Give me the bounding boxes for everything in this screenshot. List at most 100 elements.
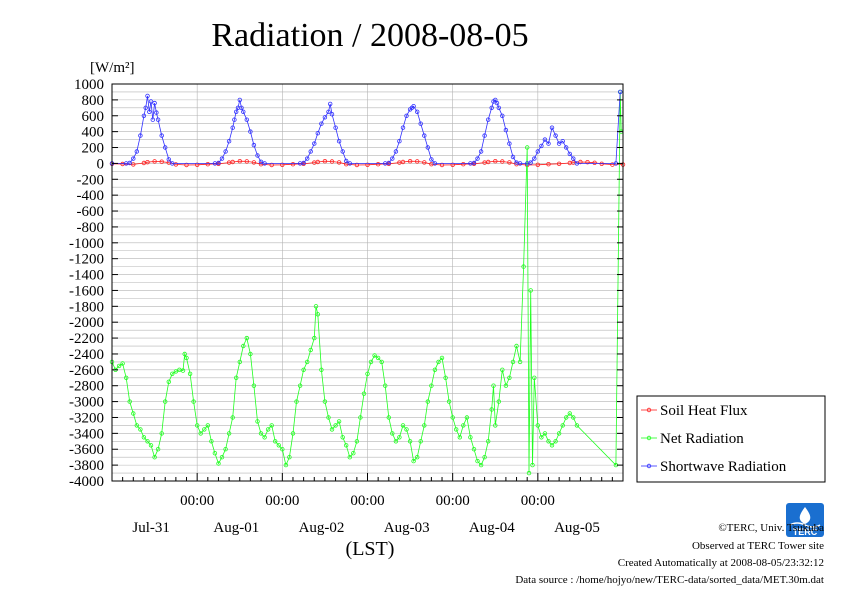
- data-point: [549, 443, 555, 448]
- data-point: [585, 159, 590, 165]
- data-point: [154, 110, 159, 115]
- data-point: [496, 105, 501, 110]
- data-point: [425, 399, 430, 404]
- data-point: [120, 361, 125, 366]
- data-point: [422, 160, 427, 165]
- data-point: [131, 156, 136, 161]
- y-tick-label: 800: [82, 93, 105, 109]
- data-point: [503, 383, 509, 388]
- data-point: [496, 399, 501, 404]
- data-point: [393, 149, 399, 154]
- data-point: [471, 447, 477, 452]
- data-point: [556, 161, 562, 166]
- data-point: [216, 160, 221, 166]
- data-point: [287, 455, 292, 460]
- x-axis-ticks: 00:00 00:00 00:00 00:00 00:00 Jul-31 Aug-01 Aug…: [111, 473, 624, 536]
- data-point: [517, 161, 523, 166]
- y-tick-label: -2000: [69, 315, 104, 331]
- data-point: [411, 103, 416, 109]
- y-tick-label: 200: [82, 141, 105, 157]
- data-point: [618, 89, 623, 95]
- data-point: [305, 156, 310, 161]
- data-point: [454, 427, 459, 432]
- data-point: [333, 423, 338, 428]
- data-point: [141, 435, 147, 440]
- data-point: [599, 161, 604, 166]
- data-point: [432, 161, 438, 166]
- data-point: [305, 359, 310, 365]
- data-point: [372, 353, 377, 358]
- y-tick-label: -1400: [69, 268, 104, 284]
- data-point: [152, 455, 157, 460]
- y-tick-label: 400: [82, 125, 105, 141]
- data-point: [390, 431, 395, 436]
- footer-source: Data source : /home/hojyo/new/TERC-data/…: [515, 574, 824, 586]
- y-tick-label: -1200: [69, 252, 104, 268]
- legend-swatch-marker: [646, 435, 652, 441]
- data-point: [248, 351, 253, 357]
- data-point: [482, 455, 487, 460]
- x-date-label: Aug-01: [213, 520, 259, 536]
- data-point: [489, 407, 494, 412]
- y-tick-label: -400: [77, 188, 105, 204]
- data-point: [556, 141, 562, 146]
- x-time-label: 00:00: [350, 493, 384, 509]
- data-point: [116, 363, 122, 369]
- footer-copyright: ©TERC, Univ. Tsukuba: [718, 522, 824, 534]
- data-point: [542, 137, 548, 142]
- data-point: [411, 458, 416, 464]
- data-point: [233, 375, 239, 380]
- data-point: [251, 383, 257, 388]
- data-point: [202, 427, 207, 432]
- x-time-label: 00:00: [180, 493, 214, 509]
- y-tick-label: -1000: [69, 236, 104, 252]
- data-point: [226, 138, 232, 144]
- data-point: [400, 159, 406, 165]
- data-point: [255, 419, 260, 424]
- data-point: [475, 156, 480, 161]
- data-point: [493, 423, 498, 428]
- data-point: [361, 391, 367, 396]
- chart-title: Radiation / 2008-08-05: [211, 17, 528, 54]
- data-point: [567, 411, 572, 416]
- series-line-net-radiation: [111, 91, 622, 474]
- data-point: [574, 161, 580, 166]
- x-date-label: Aug-03: [384, 520, 430, 536]
- data-point: [269, 423, 274, 428]
- data-point: [315, 159, 320, 165]
- data-point: [329, 427, 335, 432]
- data-point: [468, 435, 473, 440]
- data-point: [450, 415, 455, 420]
- data-point: [347, 161, 352, 166]
- data-point: [283, 462, 289, 468]
- data-point: [546, 141, 551, 146]
- data-point: [328, 101, 333, 107]
- data-point: [358, 415, 363, 420]
- data-point: [567, 151, 572, 157]
- footer-site: Observed at TERC Tower site: [692, 540, 824, 552]
- data-point: [375, 161, 381, 167]
- data-point: [219, 156, 225, 161]
- data-point: [397, 138, 402, 144]
- data-point: [209, 439, 214, 444]
- data-point: [329, 111, 335, 117]
- data-point: [159, 431, 164, 436]
- data-point: [205, 423, 210, 428]
- data-point: [145, 439, 150, 444]
- data-point: [187, 371, 193, 376]
- data-point: [347, 455, 352, 460]
- data-point: [198, 431, 203, 436]
- data-point: [216, 461, 221, 466]
- series-shortwave-radiation: [109, 89, 623, 166]
- data-point: [400, 125, 406, 130]
- data-point: [494, 100, 500, 106]
- data-point: [322, 158, 328, 164]
- data-point: [507, 160, 512, 165]
- data-point: [241, 109, 246, 114]
- data-point: [425, 145, 430, 150]
- data-point: [145, 159, 150, 165]
- data-point: [528, 288, 533, 293]
- data-point: [184, 355, 189, 361]
- data-point: [233, 109, 239, 114]
- data-point: [493, 97, 498, 103]
